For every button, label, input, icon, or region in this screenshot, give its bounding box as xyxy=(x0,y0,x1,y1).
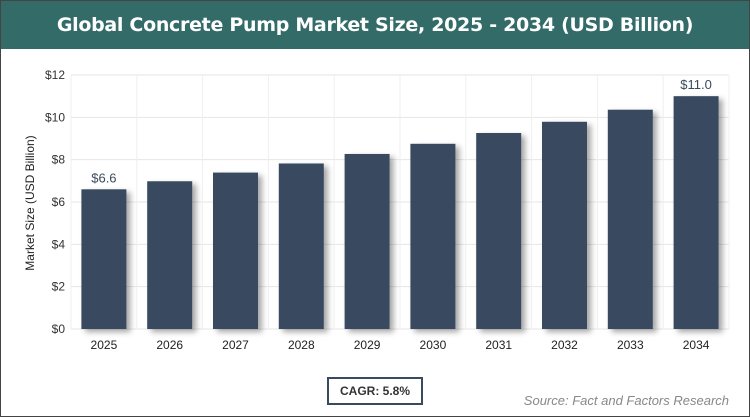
x-tick-label: 2025 xyxy=(91,338,118,352)
y-axis-label: Market Size (USD Billion) xyxy=(23,135,37,270)
x-tick-label: 2034 xyxy=(683,338,710,352)
bar-2032 xyxy=(542,121,587,329)
bar-2025 xyxy=(81,189,127,329)
bar-2034 xyxy=(673,96,719,329)
bar-2026 xyxy=(147,181,193,329)
y-tick-label: $2 xyxy=(52,280,66,294)
y-tick-label: $0 xyxy=(52,322,66,336)
y-tick-label: $6 xyxy=(52,195,66,209)
x-tick-label: 2027 xyxy=(222,338,249,352)
x-tick-label: 2030 xyxy=(420,338,447,352)
bar-2027 xyxy=(213,172,258,329)
bar-2031 xyxy=(476,132,522,329)
y-tick-label: $12 xyxy=(45,68,65,82)
x-tick-label: 2029 xyxy=(354,338,381,352)
x-tick-label: 2032 xyxy=(551,338,578,352)
x-tick-label: 2033 xyxy=(617,338,644,352)
bar-2033 xyxy=(607,109,653,329)
cagr-badge: CAGR: 5.8% xyxy=(327,377,423,405)
y-tick-label: $10 xyxy=(45,110,65,124)
bar-2028 xyxy=(278,163,324,329)
bar-chart: $0 $2 $4 $6 $8 $10 $12 2025 $6.6 2026 2027 2028 2029… xyxy=(23,68,730,352)
data-label: $11.0 xyxy=(680,77,712,92)
y-tick-label: $4 xyxy=(52,237,66,251)
x-tick-label: 2026 xyxy=(156,338,183,352)
x-tick-label: 2028 xyxy=(288,338,315,352)
y-tick-label: $8 xyxy=(52,153,66,167)
bar-2029 xyxy=(344,153,390,329)
source-note: Source: Fact and Factors Research xyxy=(523,393,729,408)
data-label: $6.6 xyxy=(91,170,116,185)
chart-title: Global Concrete Pump Market Size, 2025 -… xyxy=(1,1,749,49)
bar-2030 xyxy=(410,143,456,329)
x-tick-label: 2031 xyxy=(485,338,512,352)
